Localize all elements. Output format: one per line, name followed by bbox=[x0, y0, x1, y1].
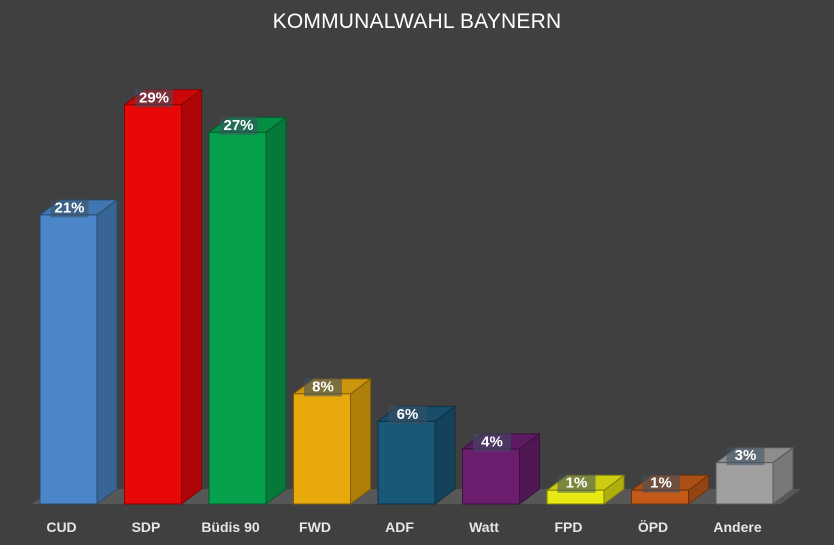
category-label: Büdis 90 bbox=[201, 519, 260, 535]
bar-front bbox=[208, 131, 267, 505]
bar-front bbox=[39, 214, 98, 505]
data-label-box bbox=[473, 433, 511, 452]
category-label: Andere bbox=[713, 519, 761, 535]
data-label: 4% bbox=[481, 433, 503, 450]
data-label: 21% bbox=[54, 199, 84, 216]
data-label-box bbox=[388, 405, 427, 424]
category-label: SDP bbox=[132, 519, 161, 535]
bar-side bbox=[350, 377, 371, 505]
data-label-box bbox=[219, 116, 258, 135]
category-label: Watt bbox=[469, 519, 499, 535]
bar-front bbox=[715, 462, 774, 505]
data-label: 8% bbox=[312, 378, 334, 395]
category-label: ADF bbox=[385, 519, 414, 535]
bar-side bbox=[96, 198, 118, 505]
bar-front bbox=[124, 104, 182, 505]
category-label: CUD bbox=[46, 519, 76, 535]
bar-4 bbox=[376, 405, 457, 505]
labels-group: 21% CUD 29% SDP 27% Büdis 90 8% FWD 6% ADF 4% Watt 1… bbox=[46, 89, 765, 535]
bar-side bbox=[434, 405, 456, 505]
data-label: 27% bbox=[223, 117, 253, 134]
bars-group bbox=[38, 88, 795, 505]
category-label: FPD bbox=[555, 519, 583, 535]
bar-2 bbox=[207, 116, 288, 505]
data-label-box bbox=[135, 89, 173, 108]
category-label: ÖPD bbox=[638, 519, 668, 535]
data-label-box bbox=[726, 447, 765, 466]
data-label-box bbox=[50, 199, 89, 218]
bar-3 bbox=[292, 377, 372, 505]
data-label: 1% bbox=[566, 475, 588, 492]
data-label-box bbox=[557, 474, 596, 493]
data-label: 1% bbox=[650, 475, 672, 492]
bar-side bbox=[181, 88, 202, 505]
data-label: 6% bbox=[397, 406, 419, 423]
data-label-box bbox=[304, 378, 342, 397]
bar-0 bbox=[38, 198, 119, 505]
category-label: FWD bbox=[299, 519, 331, 535]
bar-1 bbox=[123, 88, 203, 505]
bar-front bbox=[377, 420, 436, 505]
chart-title: KOMMUNALWAHL BAYNERN bbox=[272, 10, 562, 33]
data-label-box bbox=[642, 474, 680, 493]
data-label: 3% bbox=[735, 447, 757, 464]
bar-8 bbox=[714, 446, 795, 505]
bar-side bbox=[265, 116, 287, 505]
bar-front bbox=[462, 448, 520, 505]
data-label: 29% bbox=[139, 89, 169, 106]
bar-front bbox=[293, 393, 351, 505]
